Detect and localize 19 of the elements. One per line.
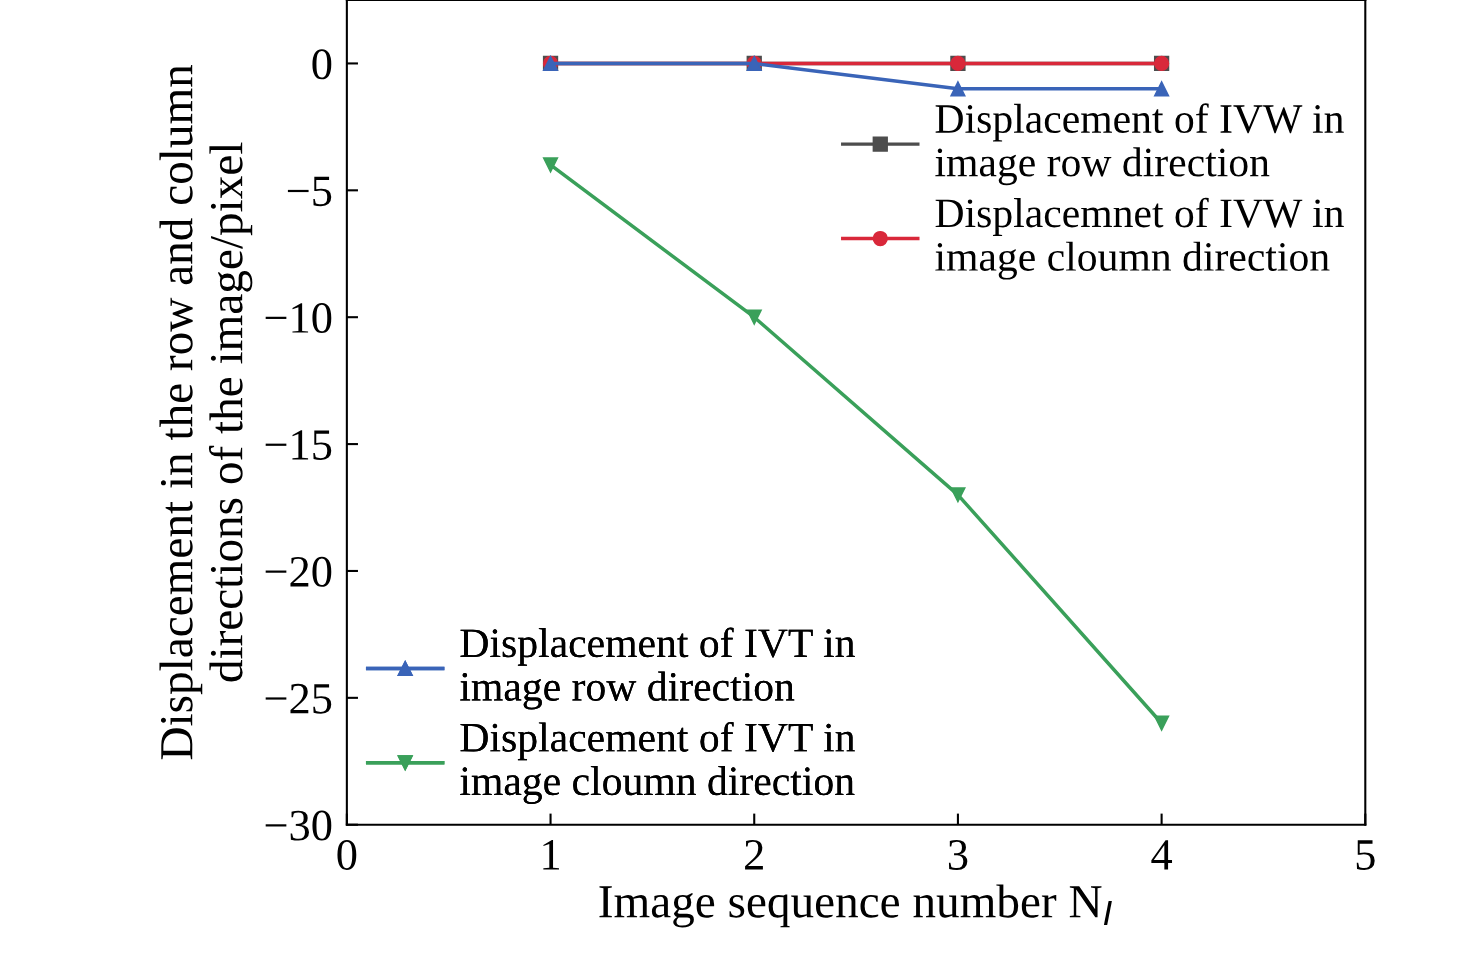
y-tick-label: −30 [265, 810, 332, 841]
x-tick-label: 1 [543, 840, 559, 870]
y-tick-label: −10 [265, 303, 332, 334]
x-tick-label: 2 [745, 840, 763, 870]
y-tick-label: −20 [265, 556, 332, 587]
y-tick-label: −5 [287, 176, 332, 207]
y-tick-label: 0 [312, 49, 332, 80]
legend-label: Displacement of IVT in image row direction [460, 627, 855, 710]
y-tick-label: −25 [265, 683, 332, 714]
x-axis-title: Image sequence number N$_{I}$ [599, 884, 1112, 928]
y-axis-title: Displacement in the row and column directions of the image/pixel [159, 64, 253, 760]
x-tick-label: 3 [948, 840, 968, 870]
x-tick-label: 0 [337, 839, 357, 870]
x-tick-label: 5 [1356, 840, 1375, 870]
legend-label: Displacement of IVT in image cloumn direction [460, 721, 855, 804]
legend-label: Displacemnet of IVW in image cloumn direction [935, 197, 1344, 280]
y-tick-label: −15 [265, 430, 332, 460]
x-tick-label: 4 [1151, 840, 1173, 870]
legend-label: Displacement of IVW in image row direction [935, 103, 1344, 186]
